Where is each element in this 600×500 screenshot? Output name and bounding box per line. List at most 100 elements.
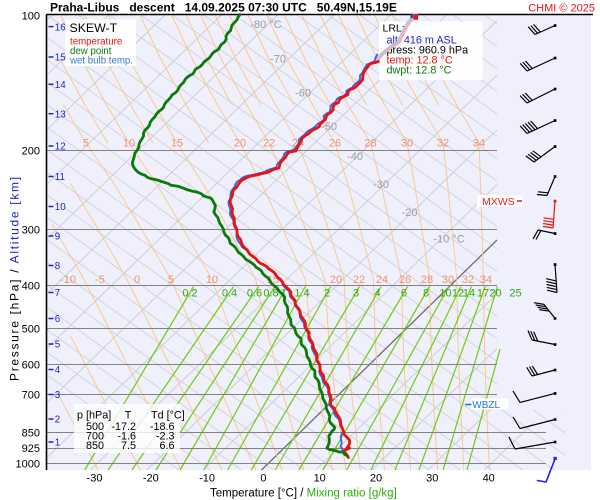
svg-text:-2.3: -2.3 <box>156 430 175 442</box>
svg-text:28: 28 <box>421 274 433 286</box>
svg-text:6: 6 <box>401 288 407 300</box>
svg-text:-30: -30 <box>87 473 103 485</box>
svg-text:5: 5 <box>168 274 174 286</box>
svg-text:-30: -30 <box>373 179 389 191</box>
svg-text:7: 7 <box>55 288 60 299</box>
svg-text:SKEW-T: SKEW-T <box>70 21 118 35</box>
svg-text:-10: -10 <box>60 274 76 286</box>
svg-text:500: 500 <box>86 421 104 433</box>
svg-text:34: 34 <box>480 274 492 286</box>
svg-text:26: 26 <box>329 138 341 150</box>
svg-text:-80 °C: -80 °C <box>250 19 281 31</box>
svg-text:-60: -60 <box>295 88 311 100</box>
svg-text:0.6: 0.6 <box>247 288 262 300</box>
svg-text:Praha-Libus descent 14.09.: Praha-Libus descent 14.09.2025 07:30 UTC… <box>50 1 397 15</box>
svg-text:34: 34 <box>473 138 485 150</box>
svg-text:-1.6: -1.6 <box>117 430 136 442</box>
svg-text:6: 6 <box>55 314 61 325</box>
svg-text:-20: -20 <box>143 473 159 485</box>
svg-text:925: 925 <box>22 443 40 455</box>
svg-text:-50: -50 <box>321 121 337 133</box>
svg-text:10: 10 <box>439 288 451 300</box>
svg-text:-18.6: -18.6 <box>150 421 175 433</box>
svg-text:700: 700 <box>22 390 40 402</box>
svg-text:30: 30 <box>426 473 438 485</box>
svg-text:9: 9 <box>55 232 60 243</box>
svg-text:-10 °C: -10 °C <box>433 234 464 246</box>
svg-text:Temperature [°C] / Mixing ra: Temperature [°C] / Mixing ratio [g/kg] <box>210 488 397 500</box>
svg-text:0.2: 0.2 <box>182 288 197 300</box>
svg-text:30: 30 <box>442 274 454 286</box>
svg-text:20: 20 <box>489 288 501 300</box>
svg-text:30: 30 <box>401 138 413 150</box>
svg-text:-5: -5 <box>95 274 105 286</box>
svg-text:6.6: 6.6 <box>159 440 174 452</box>
svg-text:7.5: 7.5 <box>121 440 136 452</box>
svg-text:4: 4 <box>55 365 61 376</box>
svg-text:24: 24 <box>376 274 388 286</box>
svg-text:dew point: dew point <box>70 46 112 57</box>
svg-text:3: 3 <box>353 288 359 300</box>
svg-text:temp: 12.8 °C: temp: 12.8 °C <box>387 55 453 67</box>
svg-text:14: 14 <box>55 80 66 91</box>
svg-text:850: 850 <box>22 428 40 440</box>
svg-text:600: 600 <box>22 360 40 372</box>
svg-text:11: 11 <box>55 172 65 183</box>
svg-text:32: 32 <box>462 274 474 286</box>
svg-text:p [hPa]: p [hPa] <box>77 410 111 422</box>
svg-text:20: 20 <box>330 274 342 286</box>
svg-text:20: 20 <box>234 138 246 150</box>
svg-text:dwpt: 12.8 °C: dwpt: 12.8 °C <box>387 65 452 77</box>
svg-text:LRL:: LRL: <box>383 22 405 34</box>
svg-text:22: 22 <box>263 138 275 150</box>
svg-text:10: 10 <box>206 274 218 286</box>
svg-text:8: 8 <box>55 261 61 272</box>
svg-text:700: 700 <box>86 430 104 442</box>
svg-text:0.8: 0.8 <box>263 288 278 300</box>
svg-text:5: 5 <box>83 138 89 150</box>
svg-text:300: 300 <box>22 225 40 237</box>
svg-text:10: 10 <box>123 138 135 150</box>
svg-text:CHMI © 2025: CHMI © 2025 <box>528 3 595 15</box>
svg-text:4: 4 <box>374 288 380 300</box>
svg-text:400: 400 <box>22 281 40 293</box>
svg-text:15: 15 <box>55 53 66 64</box>
svg-text:0: 0 <box>260 473 266 485</box>
svg-text:8: 8 <box>423 288 429 300</box>
svg-text:-70: -70 <box>270 54 286 66</box>
svg-text:Pressure [hPa] / Altitude [km]: Pressure [hPa] / Altitude [km] <box>8 175 22 381</box>
svg-text:5: 5 <box>55 340 61 351</box>
svg-text:3: 3 <box>55 390 61 401</box>
svg-text:10: 10 <box>55 202 66 213</box>
svg-text:1.4: 1.4 <box>294 288 309 300</box>
svg-text:14: 14 <box>463 288 475 300</box>
svg-text:16: 16 <box>55 22 66 33</box>
svg-text:1000: 1000 <box>16 459 40 471</box>
svg-text:12: 12 <box>452 288 464 300</box>
svg-text:0: 0 <box>134 274 140 286</box>
svg-text:1: 1 <box>55 438 60 449</box>
svg-text:alt: 416 m ASL: alt: 416 m ASL <box>387 34 457 46</box>
svg-text:13: 13 <box>55 109 66 120</box>
svg-text:40: 40 <box>483 473 495 485</box>
svg-text:press: 960.9 hPa: press: 960.9 hPa <box>387 45 469 57</box>
svg-text:-40: -40 <box>347 151 363 163</box>
svg-text:wet bulb temp.: wet bulb temp. <box>69 56 133 67</box>
svg-text:28: 28 <box>364 138 376 150</box>
svg-text:100: 100 <box>22 10 40 22</box>
svg-text:22: 22 <box>353 274 365 286</box>
svg-text:17: 17 <box>477 288 489 300</box>
svg-text:200: 200 <box>22 146 40 158</box>
svg-text:-17.2: -17.2 <box>111 421 136 433</box>
svg-text:26: 26 <box>399 274 411 286</box>
svg-text:MXWS: MXWS <box>482 196 515 208</box>
svg-text:2: 2 <box>324 288 330 300</box>
svg-text:500: 500 <box>22 324 40 336</box>
svg-text:WBZL: WBZL <box>472 400 500 411</box>
svg-text:-10: -10 <box>199 473 215 485</box>
svg-text:10: 10 <box>314 473 326 485</box>
svg-text:2: 2 <box>55 415 60 426</box>
svg-text:Td [°C]: Td [°C] <box>151 410 185 422</box>
svg-text:850: 850 <box>86 440 104 452</box>
svg-text:25: 25 <box>509 288 521 300</box>
